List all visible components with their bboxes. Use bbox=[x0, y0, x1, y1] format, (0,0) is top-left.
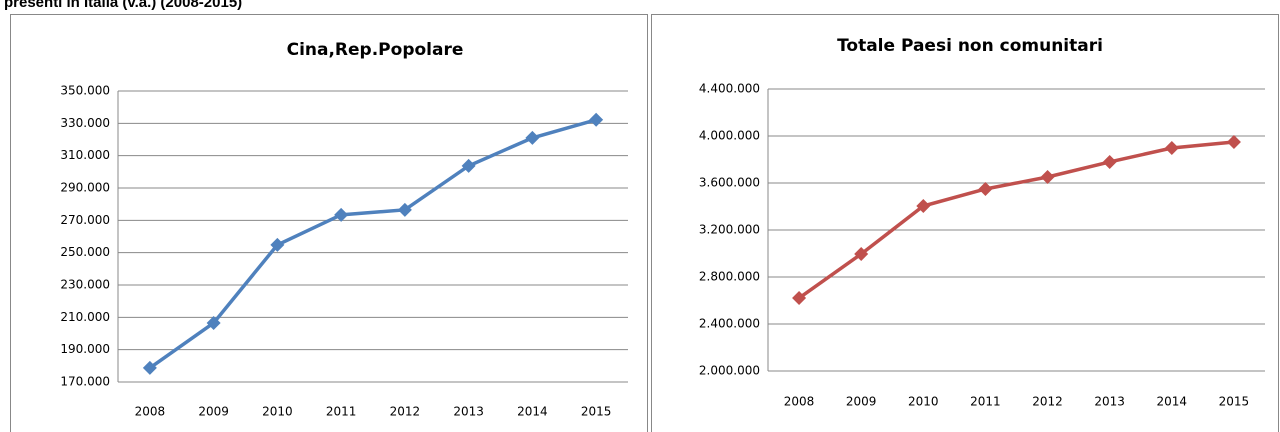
y-tick-label: 330.000 bbox=[60, 116, 110, 130]
x-tick-label: 2013 bbox=[453, 405, 484, 419]
x-tick-label: 2009 bbox=[846, 395, 877, 409]
marker bbox=[525, 130, 540, 145]
y-tick-label: 4.400.000 bbox=[699, 82, 760, 96]
y-tick-label: 4.000.000 bbox=[699, 129, 760, 143]
x-tick-label: 2010 bbox=[262, 405, 293, 419]
y-tick-label: 2.400.000 bbox=[699, 317, 760, 331]
marker bbox=[916, 199, 931, 214]
x-tick-label: 2011 bbox=[326, 405, 357, 419]
x-tick-label: 2014 bbox=[517, 405, 548, 419]
x-tick-label: 2010 bbox=[908, 395, 939, 409]
marker bbox=[854, 246, 869, 261]
line bbox=[798, 140, 1235, 300]
x-tick-label: 2008 bbox=[135, 405, 166, 419]
marker bbox=[461, 158, 476, 173]
y-tick-label: 250.000 bbox=[60, 245, 110, 259]
x-tick-label: 2011 bbox=[970, 395, 1001, 409]
y-tick-label: 170.000 bbox=[60, 375, 110, 389]
y-tick-label: 290.000 bbox=[60, 181, 110, 195]
y-tick-label: 270.000 bbox=[60, 213, 110, 227]
marker bbox=[589, 112, 604, 127]
x-tick-label: 2009 bbox=[198, 405, 229, 419]
x-tick-label: 2008 bbox=[784, 395, 815, 409]
marker bbox=[142, 360, 157, 375]
header-title: presenti in Italia (v.a.) (2008-2015) bbox=[4, 0, 243, 11]
marker bbox=[1164, 140, 1179, 155]
y-tick-label: 190.000 bbox=[60, 342, 110, 356]
marker bbox=[1102, 154, 1117, 169]
x-tick-label: 2013 bbox=[1094, 395, 1125, 409]
y-tick-label: 3.600.000 bbox=[699, 176, 760, 190]
y-tick-label: 2.800.000 bbox=[699, 270, 760, 284]
marker bbox=[334, 207, 349, 222]
panel-border bbox=[10, 14, 648, 432]
marker bbox=[1040, 170, 1055, 185]
y-tick-label: 350.000 bbox=[60, 84, 110, 98]
chart-title: Cina,Rep.Popolare bbox=[287, 40, 464, 60]
y-tick-label: 2.000.000 bbox=[699, 364, 760, 378]
marker bbox=[397, 202, 412, 217]
x-tick-label: 2015 bbox=[1219, 395, 1250, 409]
y-tick-label: 3.200.000 bbox=[699, 223, 760, 237]
y-tick-label: 310.000 bbox=[60, 148, 110, 162]
x-tick-label: 2012 bbox=[390, 405, 421, 419]
marker bbox=[792, 291, 807, 306]
marker bbox=[978, 181, 993, 196]
panel-border bbox=[651, 14, 1279, 432]
chart-title: Totale Paesi non comunitari bbox=[837, 36, 1103, 56]
x-tick-label: 2012 bbox=[1032, 395, 1063, 409]
line bbox=[148, 118, 597, 370]
y-tick-label: 210.000 bbox=[60, 310, 110, 324]
marker bbox=[270, 237, 285, 252]
x-tick-label: 2014 bbox=[1157, 395, 1188, 409]
marker bbox=[206, 315, 221, 330]
y-tick-label: 230.000 bbox=[60, 278, 110, 292]
marker bbox=[1226, 134, 1241, 149]
x-tick-label: 2015 bbox=[581, 405, 612, 419]
